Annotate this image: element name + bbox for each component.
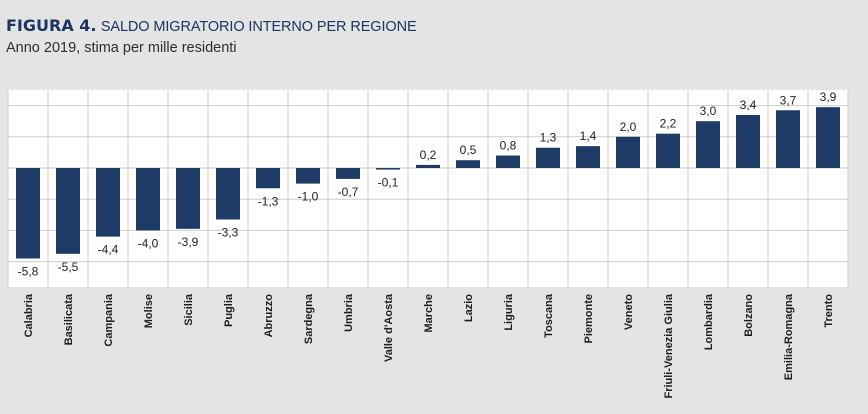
bar	[456, 160, 480, 168]
bar	[376, 168, 400, 170]
value-label: -4,0	[138, 236, 159, 250]
bar	[416, 164, 440, 168]
bars	[16, 107, 840, 259]
bar	[336, 168, 360, 179]
category-label: Emilia-Romagna	[783, 293, 795, 380]
category-label: Piemonte	[583, 294, 595, 344]
bar	[216, 168, 240, 220]
value-label: 1,4	[580, 129, 597, 143]
value-labels: -5,8 -5,5 -4,4 -4,0 -3,9 -3,3 -1,3 -1,0 -0,7 -0,1…	[18, 90, 837, 278]
value-label: -4,4	[98, 243, 119, 257]
bar	[776, 110, 800, 168]
value-label: -0,7	[338, 185, 359, 199]
bar	[816, 107, 840, 168]
value-label: 1,3	[540, 131, 557, 145]
bar	[296, 168, 320, 184]
bar	[56, 168, 80, 254]
bar	[136, 168, 160, 231]
value-label: 0,5	[460, 143, 477, 157]
category-label: Trento	[823, 294, 835, 328]
category-label: Bolzano	[743, 294, 755, 337]
value-label: 2,0	[620, 120, 637, 134]
value-label: 3,9	[820, 90, 837, 104]
category-label: Calabria	[23, 293, 35, 337]
category-label: Lazio	[463, 294, 475, 322]
chart-subtitle: Anno 2019, stima per mille residenti	[6, 40, 237, 56]
value-label: -0,1	[378, 176, 399, 190]
category-label: Sicilia	[183, 293, 195, 326]
category-label: Lombardia	[703, 293, 715, 350]
value-label: -1,3	[258, 194, 279, 208]
value-label: 0,2	[420, 148, 437, 162]
category-label: Sardegna	[303, 293, 315, 344]
category-label: Valle d'Aosta	[383, 293, 395, 362]
bar	[576, 146, 600, 168]
value-label: 0,8	[500, 139, 517, 153]
value-label: -5,8	[18, 264, 39, 278]
value-label: 3,7	[780, 93, 797, 107]
category-label: Liguria	[503, 293, 515, 331]
value-label: 3,4	[740, 98, 757, 112]
bar	[696, 121, 720, 168]
category-label: Campania	[103, 293, 115, 346]
value-label: 3,0	[700, 104, 717, 118]
bar	[736, 114, 760, 168]
category-label: Friuli-Venezia Giulia	[663, 293, 675, 398]
chart-header: FIGURA 4. SALDO MIGRATORIO INTERNO PER R…	[6, 16, 417, 56]
bar	[536, 147, 560, 168]
value-label: -1,0	[298, 190, 319, 204]
bar	[16, 168, 40, 259]
plot-area	[8, 90, 848, 287]
value-label: 2,2	[660, 117, 677, 131]
bar	[176, 168, 200, 229]
bar	[656, 133, 680, 168]
value-label: -3,3	[218, 225, 239, 239]
category-label: Marche	[423, 294, 435, 333]
category-labels: Calabria Basilicata Campania Molise Sicilia P…	[23, 293, 835, 398]
category-label: Basilicata	[63, 293, 75, 345]
value-label: -5,5	[58, 260, 79, 274]
bar	[96, 168, 120, 237]
category-label: Toscana	[543, 293, 555, 338]
chart-title: FIGURA 4. SALDO MIGRATORIO INTERNO PER R…	[6, 16, 417, 36]
category-label: Puglia	[223, 293, 235, 327]
figure-label: FIGURA 4.	[6, 16, 97, 35]
category-label: Molise	[143, 294, 155, 328]
category-label: Umbria	[343, 293, 355, 332]
category-label: Veneto	[623, 294, 635, 330]
bar	[256, 168, 280, 189]
category-label: Abruzzo	[263, 294, 275, 338]
bar	[496, 155, 520, 168]
value-label: -3,9	[178, 235, 199, 249]
gridlines	[7, 90, 849, 287]
figure-title: SALDO MIGRATORIO INTERNO PER REGIONE	[100, 19, 417, 35]
bar	[616, 136, 640, 168]
